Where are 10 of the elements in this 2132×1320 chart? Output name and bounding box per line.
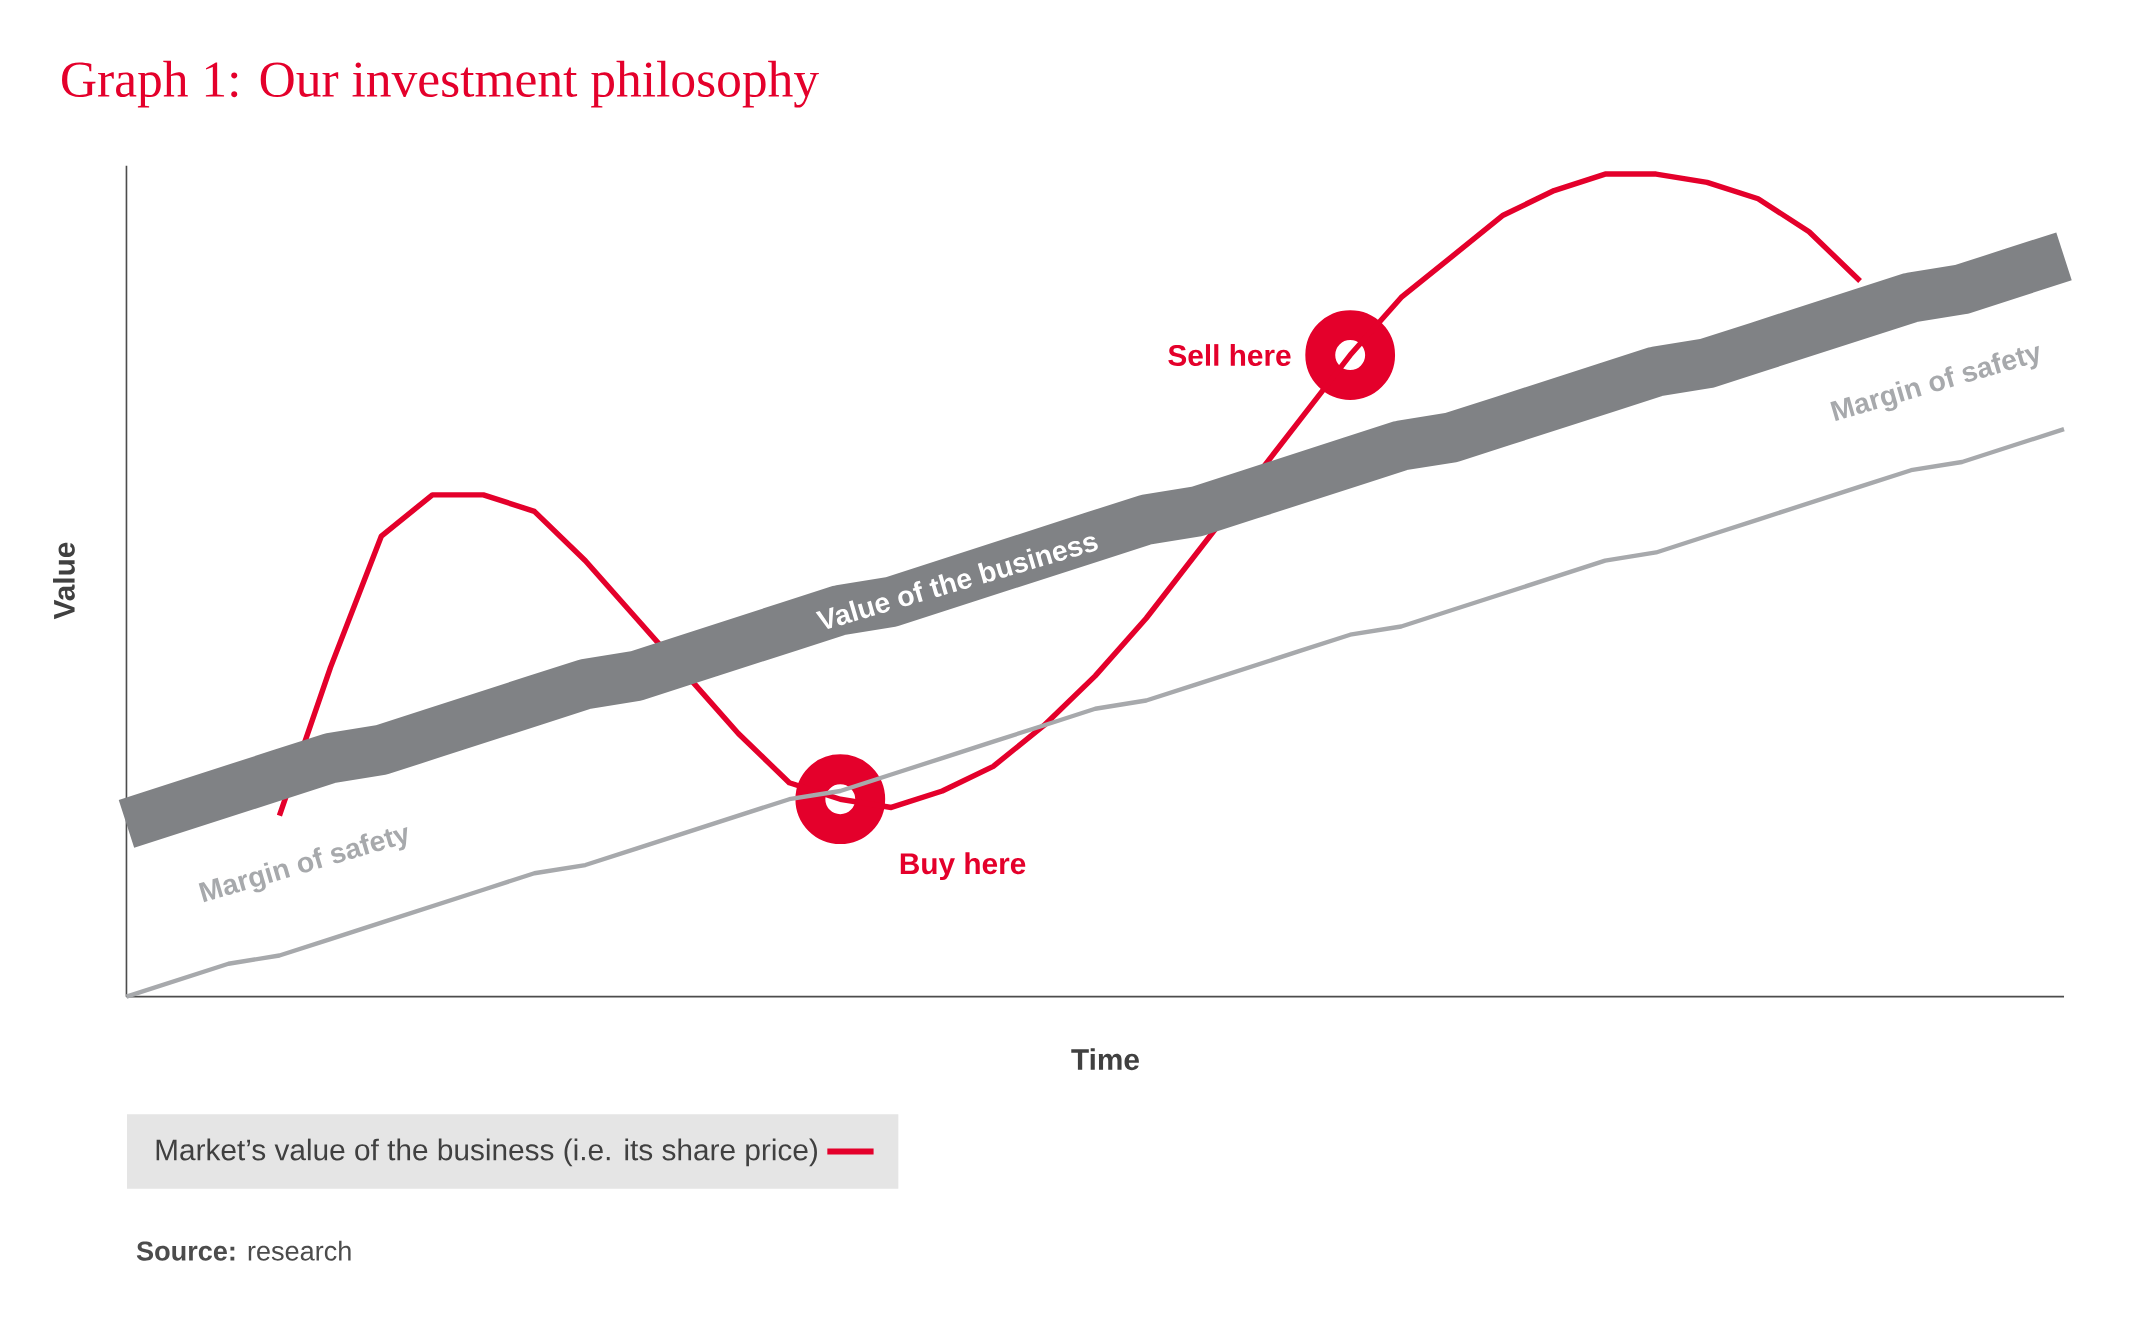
annotation: Margin of safety [198,826,408,903]
y-axis-title: Value [52,542,75,620]
annotation: Buy here [900,852,1026,880]
x-axis-title: Time [1071,1048,1139,1071]
text: Value of the business [815,536,1098,629]
chart-title: Graph 1: Our investment philosophy [62,60,819,108]
legend-label: Market’s value of the business (i.e. its share price) [156,1138,817,1167]
annotation: Sell here [1168,344,1291,366]
annotation: Margin of safety [1830,345,2039,421]
text: Source: research [136,1240,351,1261]
